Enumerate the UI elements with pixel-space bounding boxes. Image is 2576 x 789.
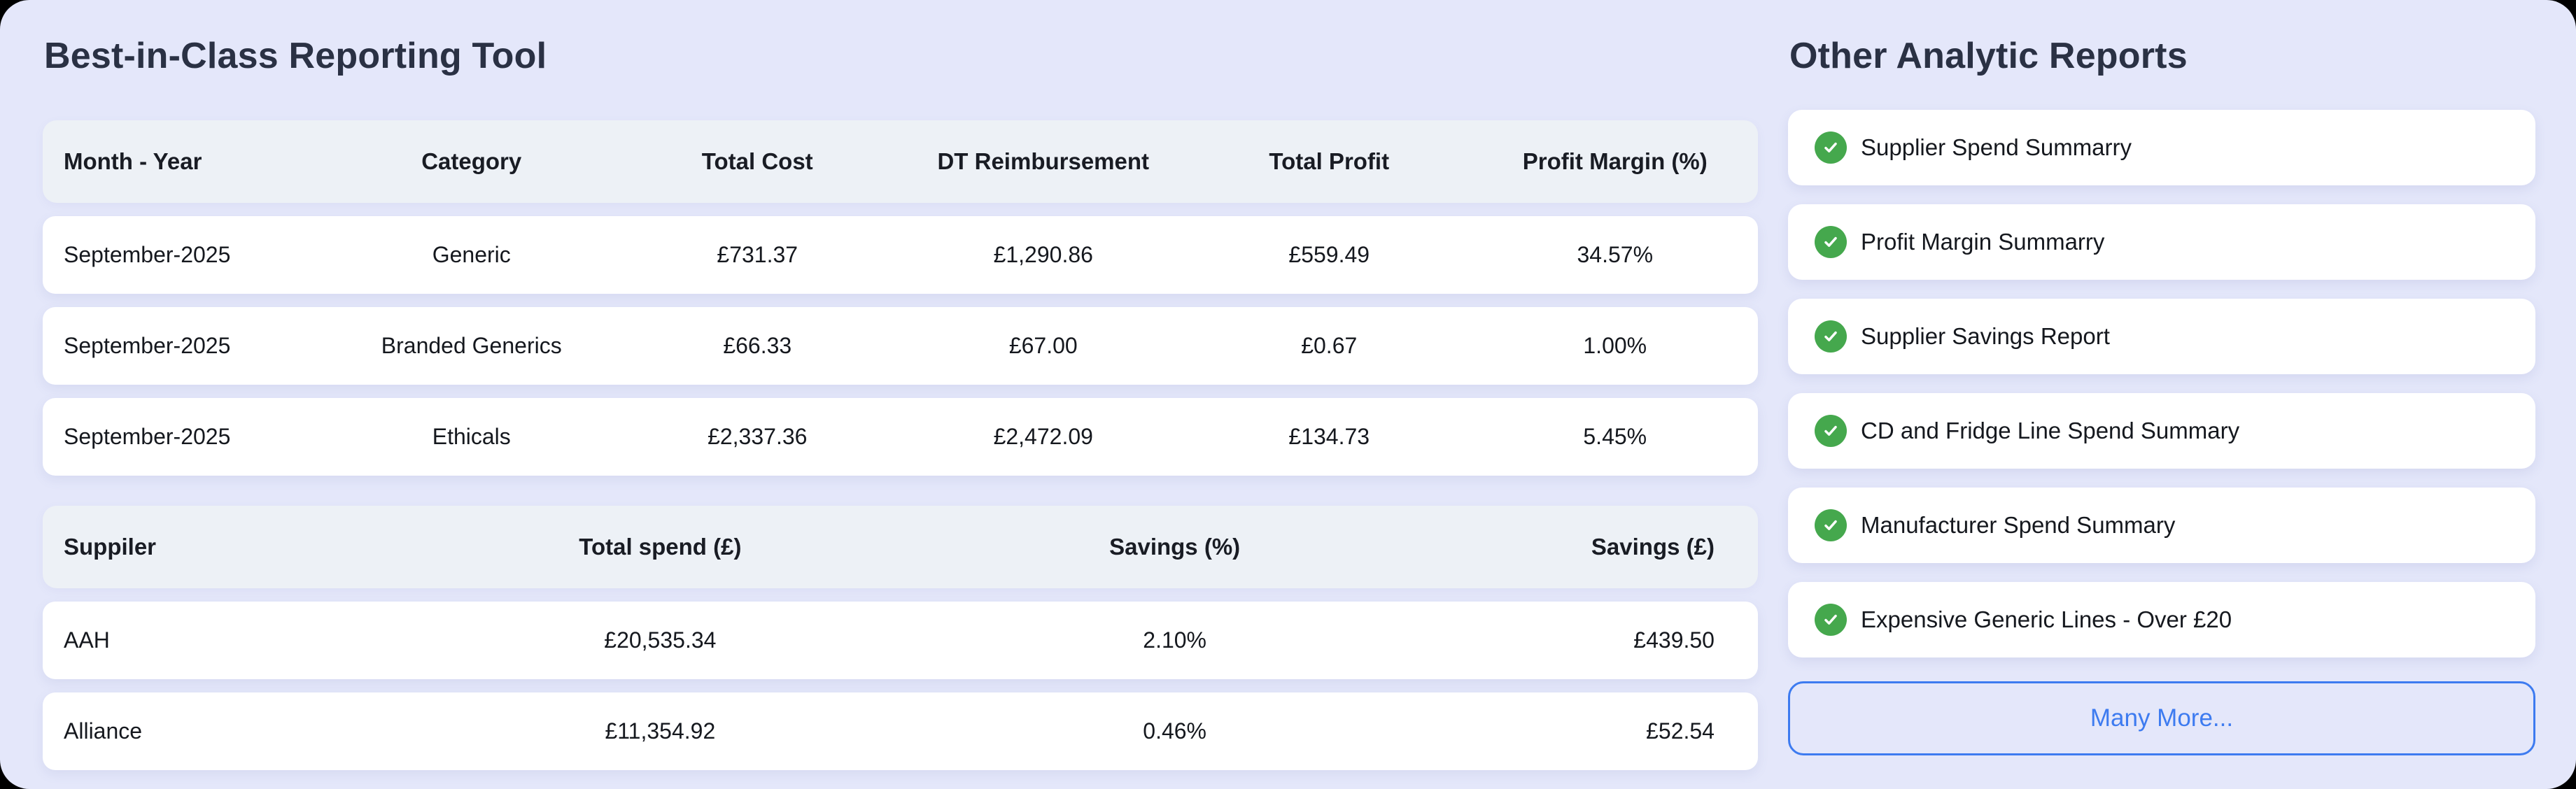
cell-total-spend: £11,354.92 [605, 718, 716, 744]
check-circle-icon [1815, 415, 1847, 447]
check-circle-icon [1815, 320, 1847, 353]
check-circle-icon [1815, 509, 1847, 541]
panel-title: Other Analytic Reports [1789, 36, 2188, 76]
cell-total-profit: £0.67 [1301, 333, 1358, 358]
column-header-total-cost: Total Cost [701, 148, 813, 174]
report-item-label: Supplier Savings Report [1861, 323, 2110, 349]
cell-savings-percent: 2.10% [1143, 627, 1206, 653]
column-header-supplier: Suppiler [64, 534, 157, 560]
check-circle-icon [1815, 226, 1847, 258]
cell-dt-reimbursement: £67.00 [1008, 333, 1078, 358]
check-circle-icon [1815, 604, 1847, 636]
table-row: September-2025 Branded Generics £66.33 £… [43, 307, 1758, 385]
report-item-supplier-spend-summary[interactable]: Supplier Spend Summarry [1788, 110, 2535, 185]
cell-dt-reimbursement: £1,290.86 [993, 242, 1093, 267]
report-item-profit-margin-summary[interactable]: Profit Margin Summarry [1788, 204, 2535, 280]
report-item-label: Supplier Spend Summarry [1861, 134, 2132, 160]
cell-total-cost: £2,337.36 [708, 424, 808, 449]
cell-savings-pound: £439.50 [1633, 627, 1715, 653]
report-item-label: Profit Margin Summarry [1861, 229, 2105, 255]
category-table-header: Month - Year Category Total Cost DT Reim… [43, 120, 1758, 203]
supplier-table: Suppiler Total spend (£) Savings (%) Sav… [43, 506, 1758, 770]
page-title: Best-in-Class Reporting Tool [44, 36, 547, 76]
report-item-cd-fridge-line-spend-summary[interactable]: CD and Fridge Line Spend Summary [1788, 393, 2535, 469]
table-row: Alliance £11,354.92 0.46% £52.54 [43, 692, 1758, 770]
cell-category: Ethicals [432, 424, 511, 449]
cell-profit-margin: 1.00% [1583, 333, 1647, 358]
reporting-section: Best-in-Class Reporting Tool Month - Yea… [43, 0, 1758, 770]
cell-supplier: Alliance [64, 718, 143, 744]
cell-profit-margin: 34.57% [1577, 242, 1654, 267]
cell-month-year: September-2025 [64, 424, 231, 449]
cell-category: Branded Generics [381, 333, 562, 358]
cell-month-year: September-2025 [64, 333, 231, 358]
many-more-button[interactable]: Many More... [1788, 681, 2535, 755]
report-item-supplier-savings-report[interactable]: Supplier Savings Report [1788, 299, 2535, 374]
cell-category: Generic [432, 242, 511, 267]
cell-total-cost: £731.37 [717, 242, 798, 267]
report-item-label: Expensive Generic Lines - Over £20 [1861, 606, 2232, 632]
cell-profit-margin: 5.45% [1583, 424, 1647, 449]
cell-dt-reimbursement: £2,472.09 [993, 424, 1093, 449]
supplier-table-header: Suppiler Total spend (£) Savings (%) Sav… [43, 506, 1758, 588]
column-header-month-year: Month - Year [64, 148, 202, 174]
check-circle-icon [1815, 132, 1847, 164]
cell-supplier: AAH [64, 627, 110, 653]
report-item-manufacturer-spend-summary[interactable]: Manufacturer Spend Summary [1788, 488, 2535, 563]
table-row: September-2025 Generic £731.37 £1,290.86… [43, 216, 1758, 294]
column-header-savings-percent: Savings (%) [1109, 534, 1241, 560]
table-row: September-2025 Ethicals £2,337.36 £2,472… [43, 398, 1758, 476]
cell-month-year: September-2025 [64, 242, 231, 267]
cell-total-spend: £20,535.34 [604, 627, 717, 653]
report-item-label: CD and Fridge Line Spend Summary [1861, 418, 2240, 443]
other-reports-panel: Other Analytic Reports Supplier Spend Su… [1788, 0, 2535, 755]
column-header-savings-pound: Savings (£) [1591, 534, 1715, 560]
column-header-dt-reimbursement: DT Reimbursement [937, 148, 1150, 174]
cell-total-profit: £559.49 [1288, 242, 1370, 267]
category-table: Month - Year Category Total Cost DT Reim… [43, 120, 1758, 476]
cell-total-profit: £134.73 [1288, 424, 1370, 449]
column-header-total-spend: Total spend (£) [579, 534, 742, 560]
column-header-category: Category [421, 148, 522, 174]
cell-total-cost: £66.33 [723, 333, 792, 358]
table-row: AAH £20,535.34 2.10% £439.50 [43, 602, 1758, 679]
cell-savings-percent: 0.46% [1143, 718, 1206, 744]
report-item-label: Manufacturer Spend Summary [1861, 512, 2176, 538]
column-header-profit-margin: Profit Margin (%) [1522, 148, 1708, 174]
column-header-total-profit: Total Profit [1269, 148, 1390, 174]
report-item-expensive-generic-lines[interactable]: Expensive Generic Lines - Over £20 [1788, 582, 2535, 658]
cell-savings-pound: £52.54 [1646, 718, 1715, 744]
